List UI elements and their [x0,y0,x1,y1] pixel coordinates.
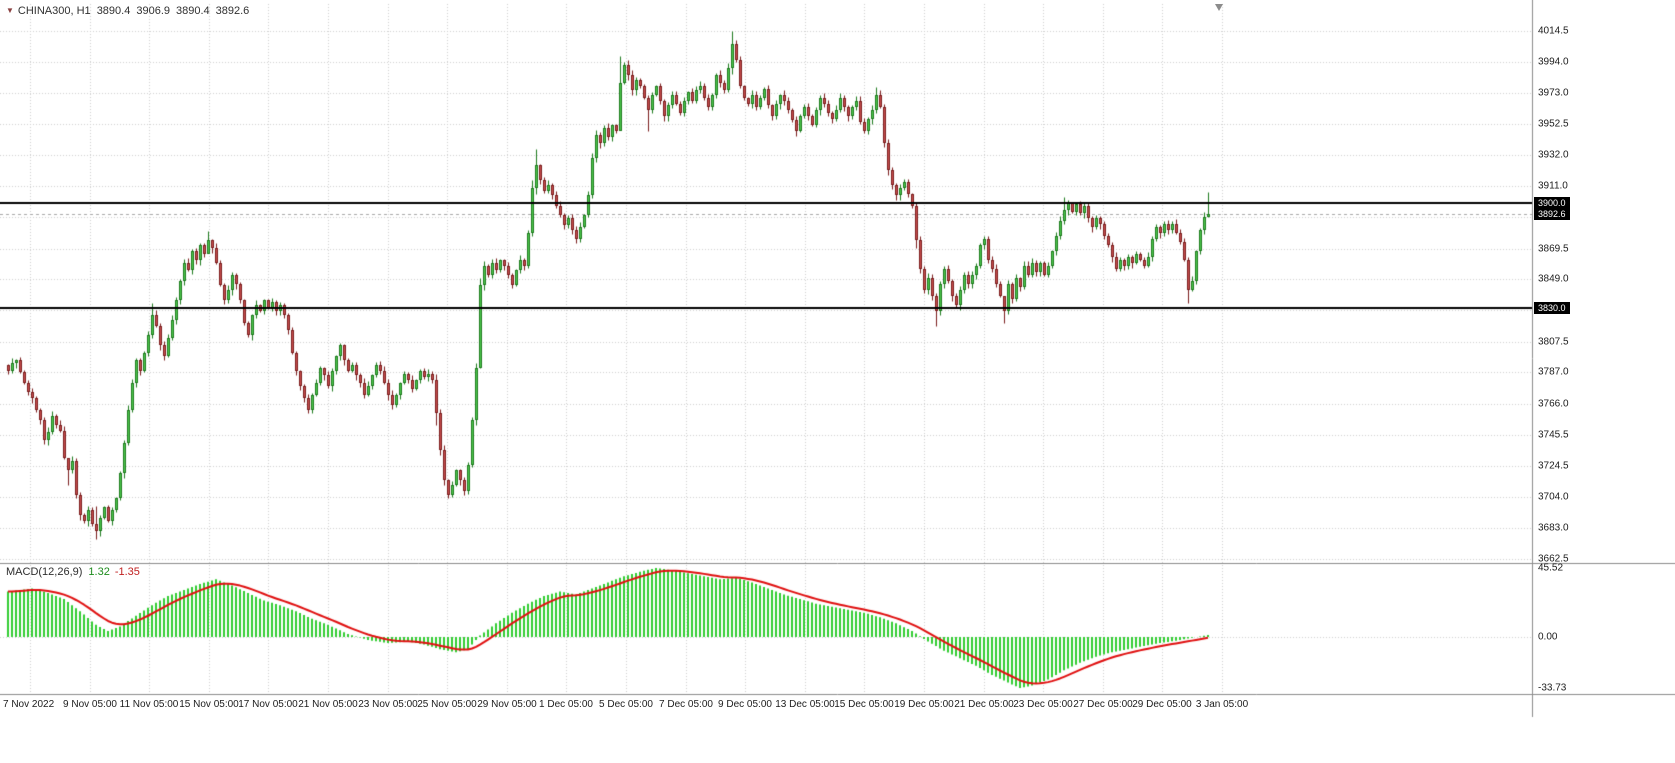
price-axis-label: 4014.5 [1538,25,1569,37]
macd-signal-value: -1.35 [114,566,140,578]
price-axis-label: 3704.0 [1538,491,1569,503]
time-axis-label: 27 Dec 05:00 [1073,699,1133,710]
time-axis-label: 5 Dec 05:00 [599,699,653,710]
price-axis-label: 3994.0 [1538,56,1569,68]
price-axis-label: 3662.5 [1538,553,1569,565]
time-axis-label: 1 Dec 05:00 [539,699,593,710]
ohlc-close: 3892.6 [215,5,250,17]
one-click-trading-arrow[interactable]: ▼ [6,6,14,15]
time-axis-label: 21 Dec 05:00 [954,699,1014,710]
support-line-price-tag: 3830.0 [1534,301,1570,314]
price-axis-label: 3807.5 [1538,336,1569,347]
time-axis-label: 21 Nov 05:00 [298,699,358,710]
time-axis-label: 17 Nov 05:00 [238,699,298,710]
time-axis-label: 11 Nov 05:00 [119,699,179,710]
price-axis-label: 3683.0 [1538,522,1569,534]
chart-shift-marker-icon[interactable] [1215,4,1223,11]
price-axis-label: 3766.0 [1538,398,1569,410]
price-axis-label: 3724.5 [1538,460,1569,472]
ohlc-readout: 3890.4 3906.9 3890.4 3892.6 [91,5,250,17]
price-axis-label: 3787.0 [1538,366,1569,378]
macd-axis-label: -33.73 [1538,682,1567,694]
time-axis-label: 13 Dec 05:00 [775,699,835,710]
time-axis-label: 15 Nov 05:00 [179,699,239,710]
price-axis-label: 3973.0 [1538,87,1569,99]
time-axis-label: 29 Nov 05:00 [477,699,537,710]
macd-axis-label: 0.00 [1538,631,1558,643]
ohlc-high: 3906.9 [136,5,170,17]
time-axis-label: 3 Jan 05:00 [1195,699,1249,710]
chart-title-overlay: ▼ CHINA300, H1 3890.4 3906.9 3890.4 3892.6 [6,5,249,17]
time-axis-label: 15 Dec 05:00 [834,699,894,710]
time-axis-label: 23 Nov 05:00 [358,699,418,710]
bid-price-tag: 3892.6 [1534,207,1570,220]
time-axis-label: 29 Dec 05:00 [1132,699,1192,710]
time-axis-label: 23 Dec 05:00 [1013,699,1073,710]
resistance-line-price-tag: 3900.0 [1534,196,1570,209]
time-axis-label: 9 Dec 05:00 [718,699,772,710]
time-axis-label: 25 Nov 05:00 [417,699,477,710]
price-axis-label: 3745.5 [1538,429,1569,440]
chart-symbol-period: CHINA300, H1 [17,5,91,17]
price-axis-label: 3849.0 [1538,273,1569,285]
time-axis-label: 7 Nov 2022 [3,699,55,710]
time-axis-label: 9 Nov 05:00 [63,699,117,710]
ohlc-open: 3890.4 [96,5,131,17]
macd-axis[interactable]: 45.52 0.00 -33.73 [1533,562,1675,694]
time-axis-label: 19 Dec 05:00 [894,699,954,710]
ohlc-low: 3890.4 [176,5,210,17]
price-axis-label: 3911.0 [1538,180,1568,192]
macd-label-text: MACD(12,26,9) [6,566,83,578]
price-axis[interactable]: 4014.5 3994.0 3973.0 3952.5 3932.0 3911.0 3869… [1533,0,1675,565]
price-axis-label: 3932.0 [1538,149,1569,161]
time-axis[interactable]: 7 Nov 2022 9 Nov 05:00 11 Nov 05:00 15 Nov … [0,695,1675,717]
price-axis-label: 3869.5 [1538,243,1569,254]
macd-current-value: 1.32 [88,566,110,578]
macd-axis-label: 45.52 [1538,562,1564,574]
macd-indicator-label: MACD(12,26,9) 1.32 -1.35 [6,566,140,578]
time-axis-label: 7 Dec 05:00 [659,699,713,710]
price-axis-label: 3952.5 [1538,118,1569,130]
